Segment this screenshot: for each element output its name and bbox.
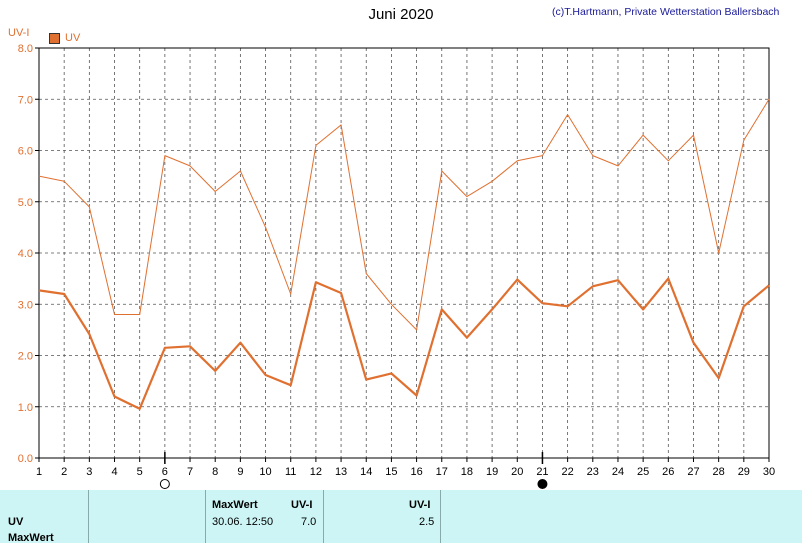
x-tick-label: 17 bbox=[436, 466, 448, 478]
legend-swatch bbox=[49, 33, 60, 44]
chart-axes bbox=[35, 48, 769, 462]
x-tick-label: 30 bbox=[763, 466, 775, 478]
full-moon-icon bbox=[160, 480, 169, 489]
x-tick-label: 12 bbox=[310, 466, 322, 478]
x-tick-label: 13 bbox=[335, 466, 347, 478]
x-tick-label: 8 bbox=[212, 466, 218, 478]
y-tick-label: 3.0 bbox=[18, 299, 33, 311]
x-tick-label: 15 bbox=[385, 466, 397, 478]
x-tick-label: 23 bbox=[587, 466, 599, 478]
x-tick-label: 7 bbox=[187, 466, 193, 478]
x-tick-label: 26 bbox=[662, 466, 674, 478]
x-tick-label: 22 bbox=[561, 466, 573, 478]
y-tick-label: 7.0 bbox=[18, 94, 33, 106]
stats-panel: UV MaxWert MaxWert UV-I 30.06. 12:50 7.0… bbox=[0, 490, 802, 543]
chart-grid bbox=[39, 48, 769, 458]
x-tick-label: 4 bbox=[111, 466, 117, 478]
x-tick-label: 20 bbox=[511, 466, 523, 478]
y-tick-label: 5.0 bbox=[18, 197, 33, 209]
x-tick-label: 27 bbox=[687, 466, 699, 478]
new-moon-icon bbox=[538, 480, 547, 489]
x-tick-label: 3 bbox=[86, 466, 92, 478]
x-tick-label: 18 bbox=[461, 466, 473, 478]
panel-empty-column bbox=[89, 490, 206, 543]
max-datetime: 30.06. 12:50 bbox=[212, 516, 273, 528]
y-tick-label: 8.0 bbox=[18, 43, 33, 55]
x-tick-label: 29 bbox=[738, 466, 750, 478]
y-axis-unit: UV-I bbox=[8, 27, 29, 39]
credit-text: (c)T.Hartmann, Private Wetterstation Bal… bbox=[552, 6, 779, 18]
row-label-uv: UV bbox=[8, 516, 23, 528]
y-tick-label: 6.0 bbox=[18, 146, 33, 158]
x-tick-label: 10 bbox=[259, 466, 271, 478]
panel-max-column: MaxWert UV-I 30.06. 12:50 7.0 bbox=[206, 490, 324, 543]
x-tick-label: 21 bbox=[536, 466, 548, 478]
legend-label: UV bbox=[65, 32, 80, 44]
y-tick-label: 1.0 bbox=[18, 402, 33, 414]
series-line-mean bbox=[39, 279, 769, 409]
row-label-maxwert: MaxWert bbox=[8, 532, 54, 544]
y-tick-labels: 0.0 1.0 2.0 3.0 4.0 5.0 6.0 7.0 8.0 bbox=[18, 43, 33, 465]
legend: UV bbox=[49, 32, 80, 44]
x-tick-label: 1 bbox=[36, 466, 42, 478]
panel-mean-column: UV-I 2.5 bbox=[324, 490, 441, 543]
y-tick-label: 0.0 bbox=[18, 453, 33, 465]
x-tick-label: 25 bbox=[637, 466, 649, 478]
y-tick-label: 4.0 bbox=[18, 248, 33, 260]
x-tick-label: 2 bbox=[61, 466, 67, 478]
x-tick-label: 11 bbox=[285, 466, 296, 478]
x-tick-label: 16 bbox=[410, 466, 422, 478]
x-tick-label: 6 bbox=[162, 466, 168, 478]
x-tick-label: 28 bbox=[713, 466, 725, 478]
max-value: 7.0 bbox=[301, 516, 316, 528]
x-tick-label: 5 bbox=[137, 466, 143, 478]
unit-header-2: UV-I bbox=[409, 499, 430, 511]
panel-label-column: UV MaxWert bbox=[0, 490, 89, 543]
unit-header-1: UV-I bbox=[291, 499, 312, 511]
series-line-max bbox=[39, 99, 769, 330]
series-lines bbox=[39, 99, 769, 409]
x-tick-label: 19 bbox=[486, 466, 498, 478]
x-tick-label: 9 bbox=[237, 466, 243, 478]
y-tick-label: 2.0 bbox=[18, 351, 33, 363]
x-tick-label: 24 bbox=[612, 466, 624, 478]
max-header: MaxWert bbox=[212, 499, 258, 511]
x-tick-label: 14 bbox=[360, 466, 372, 478]
mean-value: 2.5 bbox=[419, 516, 434, 528]
